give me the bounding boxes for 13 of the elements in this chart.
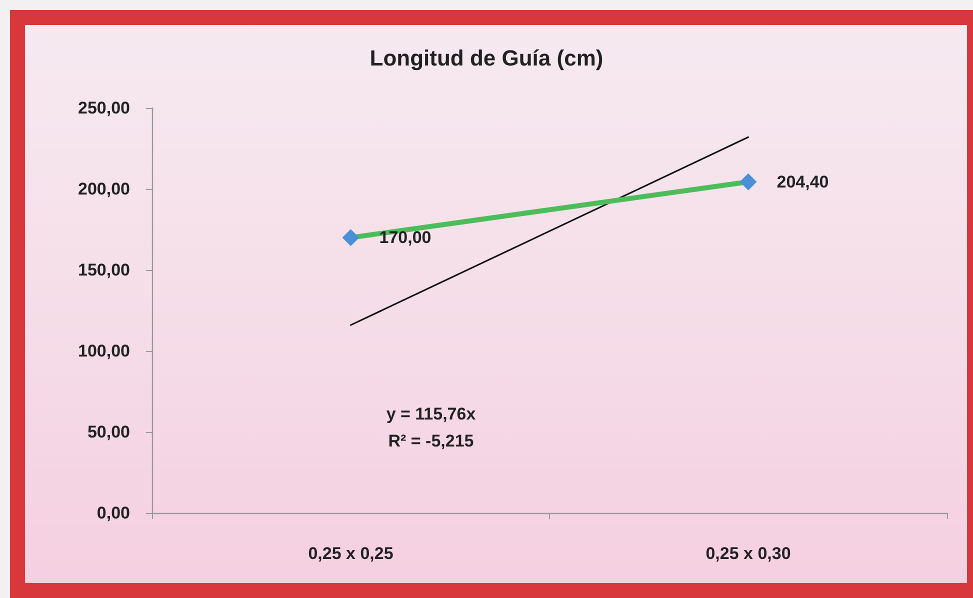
y-tick-label: 100,00	[78, 342, 130, 360]
y-tick-label: 250,00	[78, 98, 130, 118]
x-tick-label: 0,25 x 0,25	[308, 544, 394, 563]
data-label: 170,00	[379, 228, 432, 248]
data-label: 204,40	[776, 172, 829, 192]
annotation: R² = -5,215	[388, 432, 474, 450]
chart-title: Longitud de Guía (cm)	[370, 46, 604, 70]
annotation: y = 115,76x	[386, 404, 476, 424]
y-tick-label: 50,00	[87, 422, 130, 442]
x-tick-label: 0,25 x 0,30	[706, 544, 791, 563]
y-tick-label: 0,00	[96, 504, 130, 522]
y-tick-label: 150,00	[78, 260, 130, 280]
y-tick-label: 200,00	[78, 180, 130, 198]
